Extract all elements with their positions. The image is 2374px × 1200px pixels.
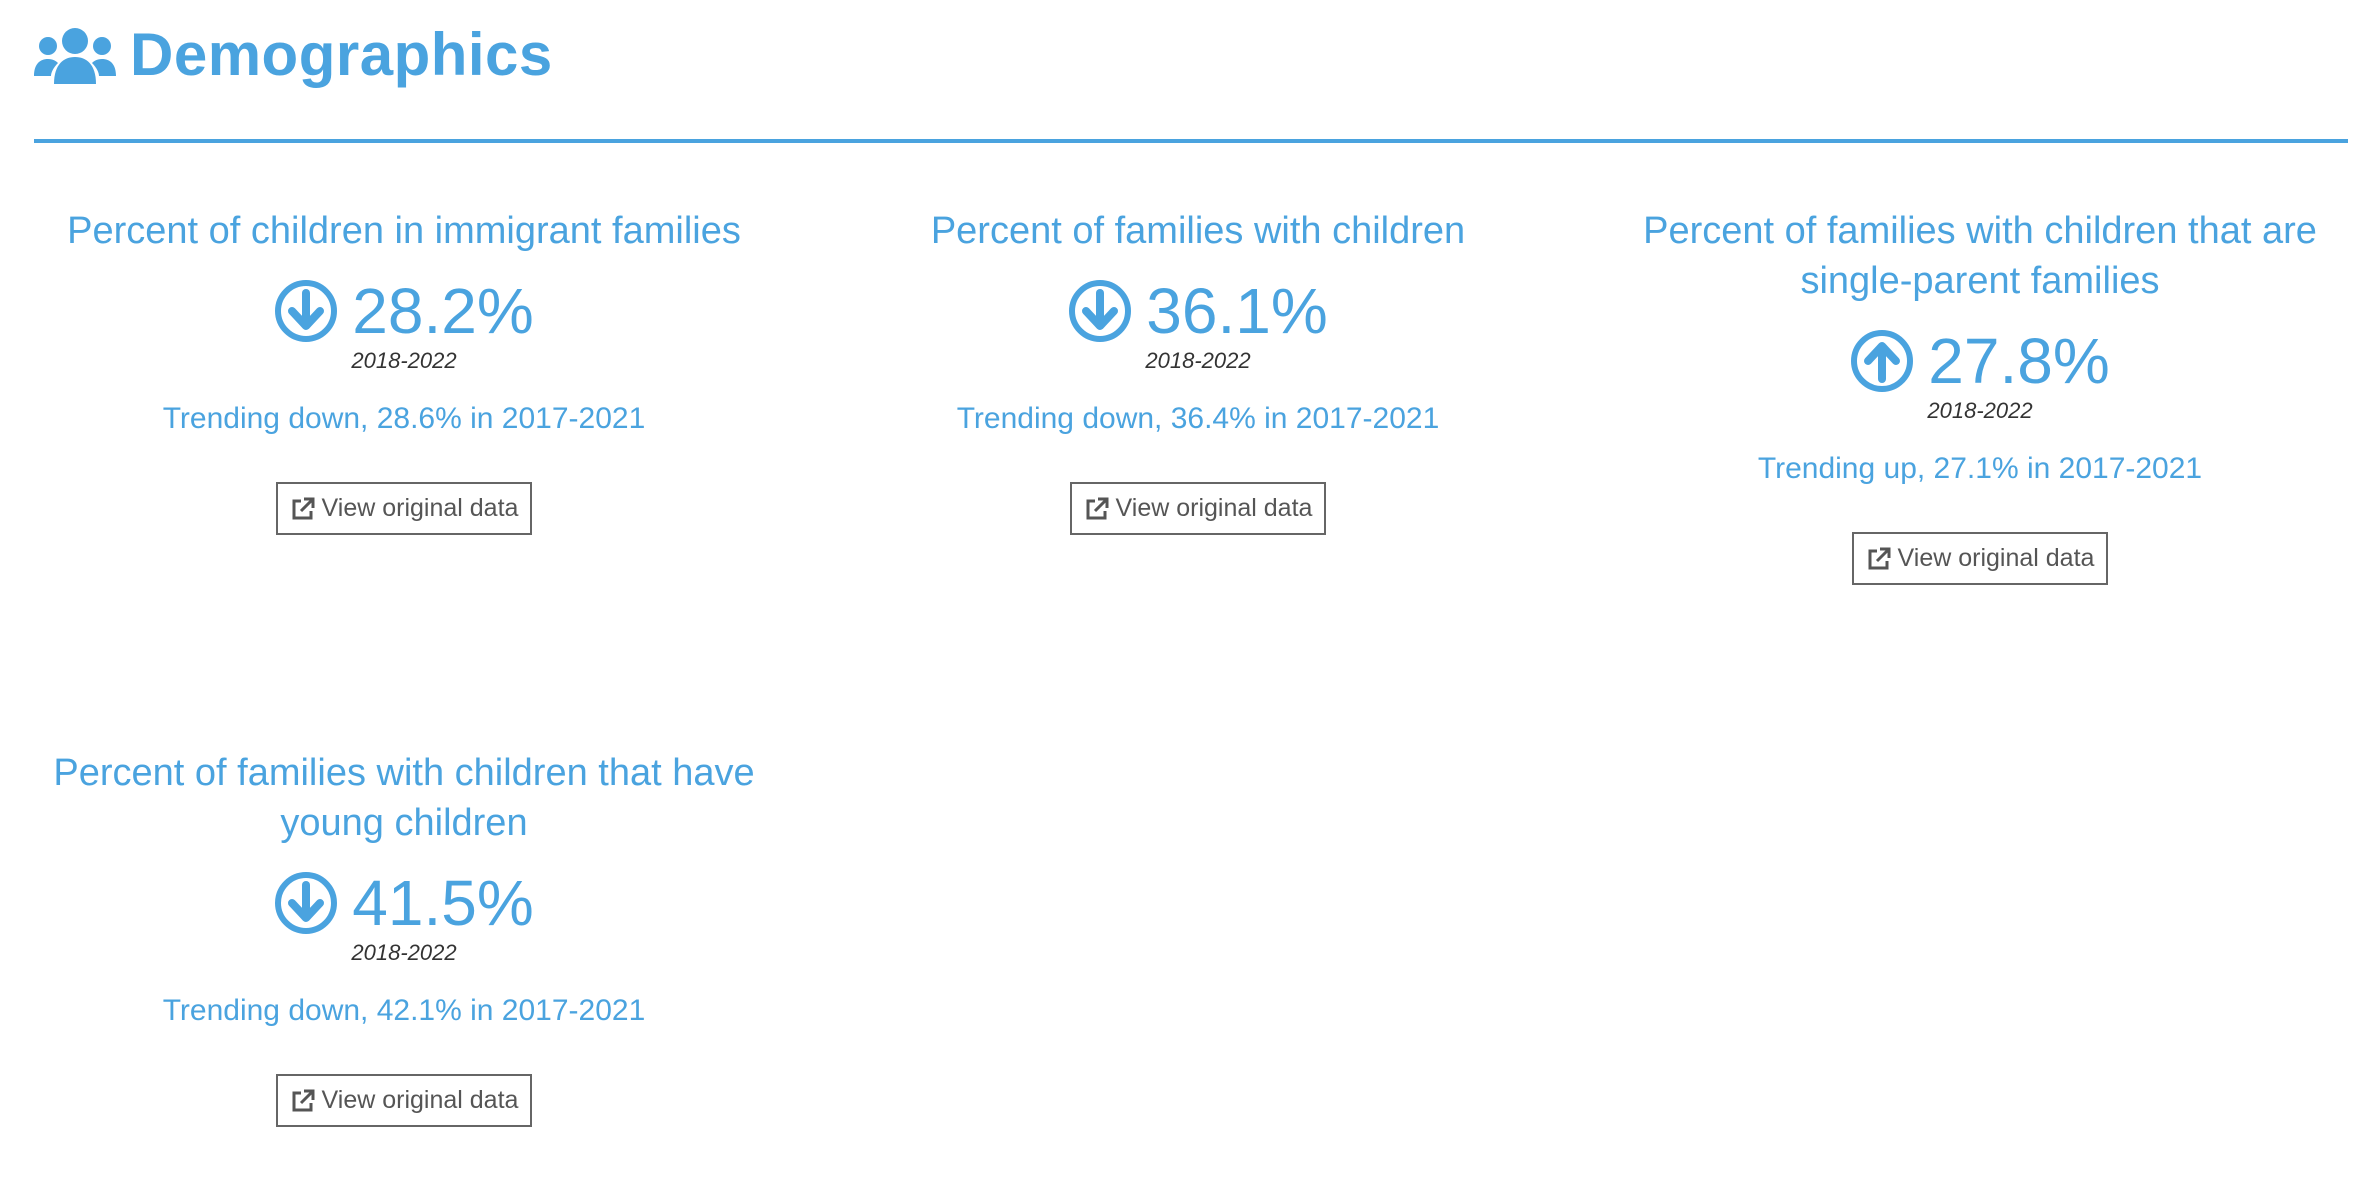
stat-card-single-parent-families: Percent of families with children that a… bbox=[1590, 206, 2370, 585]
metric-row: 41.5% bbox=[14, 870, 794, 936]
view-original-data-button[interactable]: View original data bbox=[275, 1074, 533, 1127]
trend-text: Trending down, 42.1% in 2017-2021 bbox=[162, 994, 646, 1027]
header-divider bbox=[34, 139, 2348, 143]
metric-row: 28.2% bbox=[14, 278, 794, 344]
view-original-data-button[interactable]: View original data bbox=[1851, 532, 2109, 585]
button-label: View original data bbox=[321, 1086, 519, 1114]
metric-period: 2018-2022 bbox=[1145, 348, 1251, 373]
stat-card-immigrant-families: Percent of children in immigrant familie… bbox=[14, 206, 794, 535]
view-original-data-button[interactable]: View original data bbox=[275, 482, 533, 535]
metric-value: 27.8% bbox=[1928, 325, 2110, 397]
metric-period: 2018-2022 bbox=[351, 348, 457, 373]
arrow-down-circle-icon bbox=[275, 872, 338, 934]
arrow-down-circle-icon bbox=[1069, 280, 1132, 342]
external-link-icon bbox=[1868, 547, 1891, 569]
external-link-icon bbox=[292, 1089, 315, 1111]
metric-period: 2018-2022 bbox=[351, 940, 457, 965]
external-link-icon bbox=[292, 497, 315, 519]
card-title: Percent of families with children that a… bbox=[1643, 210, 2317, 302]
view-original-data-button[interactable]: View original data bbox=[1069, 482, 1327, 535]
button-label: View original data bbox=[1897, 544, 2095, 572]
stat-card-families-with-children: Percent of families with children 36.1% … bbox=[808, 206, 1588, 535]
trend-text: Trending down, 36.4% in 2017-2021 bbox=[956, 402, 1440, 435]
stat-card-young-children: Percent of families with children that h… bbox=[14, 748, 794, 1127]
section-header: Demographics bbox=[34, 20, 553, 89]
arrow-up-circle-icon bbox=[1851, 330, 1914, 392]
arrow-down-circle-icon bbox=[275, 280, 338, 342]
card-title: Percent of children in immigrant familie… bbox=[67, 210, 741, 252]
metric-row: 36.1% bbox=[808, 278, 1588, 344]
card-title: Percent of families with children bbox=[930, 210, 1466, 252]
trend-text: Trending down, 28.6% in 2017-2021 bbox=[162, 402, 646, 435]
metric-value: 28.2% bbox=[352, 275, 534, 347]
button-label: View original data bbox=[1115, 494, 1313, 522]
metric-row: 27.8% bbox=[1590, 328, 2370, 394]
users-icon bbox=[34, 27, 116, 84]
button-label: View original data bbox=[321, 494, 519, 522]
page-title: Demographics bbox=[130, 21, 553, 88]
metric-value: 41.5% bbox=[352, 867, 534, 939]
external-link-icon bbox=[1086, 497, 1109, 519]
metric-period: 2018-2022 bbox=[1927, 398, 2033, 423]
metric-value: 36.1% bbox=[1146, 275, 1328, 347]
card-title: Percent of families with children that h… bbox=[53, 752, 755, 844]
trend-text: Trending up, 27.1% in 2017-2021 bbox=[1757, 452, 2203, 485]
